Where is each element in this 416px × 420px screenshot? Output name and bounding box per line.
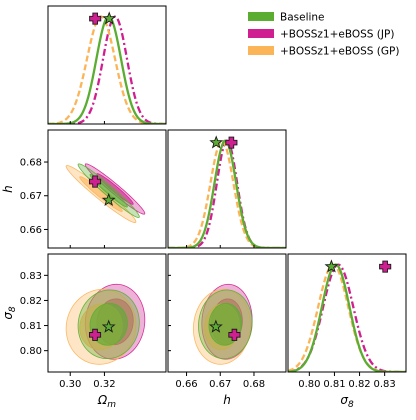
contour-group-h-om	[65, 163, 146, 223]
contour-group-s8-om	[65, 283, 146, 365]
panel-frame-om-om	[47, 5, 167, 125]
x-axis-label-h: h	[223, 393, 231, 407]
y-tick-label-h: 0.66	[20, 225, 42, 236]
contour-group-s8-h	[192, 283, 253, 365]
panel-frame-s8-s8	[287, 253, 407, 373]
y-tick-label-h: 0.68	[20, 158, 42, 169]
y-tick-label-s8: 0.81	[20, 321, 42, 332]
legend-label-1: +BOSSz1+eBOSS (JP)	[280, 29, 394, 41]
star-marker-1d-om	[102, 11, 117, 25]
panel-frame-h-h	[167, 129, 287, 249]
panel-frame-s8-om	[47, 253, 167, 373]
x-tick-label-h: 0.68	[243, 379, 265, 390]
marginal-curve-series-1	[48, 15, 166, 124]
panel-frame-s8-h	[167, 253, 287, 373]
y-tick-label-h: 0.67	[20, 191, 42, 202]
plus-marker-h-om	[88, 175, 102, 188]
x-tick-label-h: 0.66	[175, 379, 197, 390]
star-marker-1d-s8	[324, 259, 339, 273]
x-tick-label-om: 0.30	[59, 379, 81, 390]
x-tick-label-s8: 0.82	[348, 379, 370, 390]
x-tick-label-om: 0.32	[93, 379, 115, 390]
marginal-group-s8	[288, 263, 406, 372]
plus-marker-1d-h	[225, 136, 238, 149]
y-tick-label-s8: 0.80	[20, 346, 42, 357]
legend-swatch-0	[248, 12, 274, 21]
x-tick-label-s8: 0.80	[298, 379, 320, 390]
x-axis-label-s8: σ8	[340, 393, 354, 410]
plus-marker-s8-h	[228, 328, 241, 341]
plus-marker-1d-s8	[379, 260, 392, 273]
star-marker-h-om	[101, 192, 116, 207]
marginal-curve-series-0	[288, 263, 406, 372]
x-tick-label-s8: 0.81	[323, 379, 345, 390]
legend-label-2: +BOSSz1+eBOSS (GP)	[280, 46, 399, 58]
plus-marker-1d-om	[89, 12, 102, 25]
y-tick-label-s8: 0.83	[20, 271, 42, 282]
y-axis-label-s8: σ8	[1, 306, 18, 320]
star-marker-1d-h	[209, 135, 224, 149]
x-tick-label-s8: 0.83	[374, 379, 396, 390]
marginal-curve-series-2	[288, 263, 406, 372]
marginal-curve-series-2	[168, 139, 286, 248]
x-tick-label-h: 0.67	[209, 379, 231, 390]
marginal-curve-series-2	[48, 15, 166, 124]
x-axis-label-om: Ωm	[97, 393, 116, 410]
marginal-curve-series-1	[168, 139, 286, 248]
y-axis-label-h: h	[1, 185, 15, 193]
marginal-curve-series-0	[168, 139, 286, 248]
y-tick-label-s8: 0.82	[20, 296, 42, 307]
legend-swatch-2	[248, 46, 274, 55]
marginal-group-om	[48, 15, 166, 124]
star-marker-s8-h	[208, 319, 223, 333]
legend-swatch-1	[248, 29, 274, 38]
marginal-curve-series-0	[48, 15, 166, 124]
legend-label-0: Baseline	[280, 12, 325, 24]
star-marker-s8-om	[101, 319, 116, 333]
panel-frame-h-om	[47, 129, 167, 249]
marginal-curve-series-1	[288, 263, 406, 372]
plus-marker-s8-om	[88, 328, 102, 341]
marginal-group-h	[168, 139, 286, 248]
